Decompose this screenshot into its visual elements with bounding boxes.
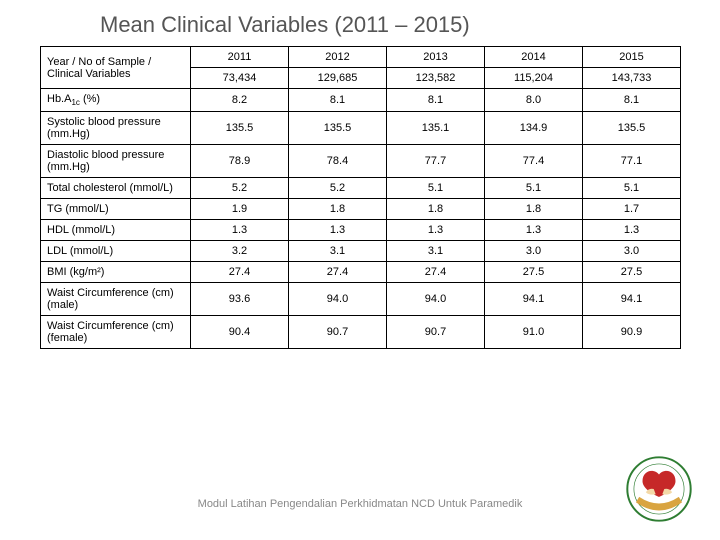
cell-value: 1.9 — [191, 199, 289, 220]
row-label: Waist Circumference (cm) (male) — [41, 283, 191, 316]
cell-value: 77.7 — [387, 145, 485, 178]
cell-value: 27.4 — [191, 262, 289, 283]
cell-value: 3.0 — [485, 241, 583, 262]
cell-value: 135.5 — [583, 112, 681, 145]
cell-value: 1.8 — [485, 199, 583, 220]
cell-value: 134.9 — [485, 112, 583, 145]
cell-value: 5.2 — [289, 178, 387, 199]
row-label: HDL (mmol/L) — [41, 220, 191, 241]
cell-value: 135.1 — [387, 112, 485, 145]
cell-value: 135.5 — [289, 112, 387, 145]
header-label: Year / No of Sample / Clinical Variables — [41, 47, 191, 89]
row-label: Waist Circumference (cm) (female) — [41, 316, 191, 349]
footer-text: Modul Latihan Pengendalian Perkhidmatan … — [0, 498, 720, 510]
cell-value: 78.4 — [289, 145, 387, 178]
cell-value: 27.5 — [485, 262, 583, 283]
cell-value: 77.4 — [485, 145, 583, 178]
clinical-table: Year / No of Sample / Clinical Variables… — [40, 46, 680, 349]
cell-value: 1.3 — [387, 220, 485, 241]
cell-value: 8.2 — [191, 89, 289, 112]
cell-value: 27.4 — [387, 262, 485, 283]
cell-value: 90.7 — [387, 316, 485, 349]
cell-value: 94.0 — [289, 283, 387, 316]
cell-value: 1.8 — [289, 199, 387, 220]
cell-value: 135.5 — [191, 112, 289, 145]
sample-n: 143,733 — [583, 68, 681, 89]
cell-value: 1.3 — [191, 220, 289, 241]
cell-value: 3.1 — [387, 241, 485, 262]
row-label: TG (mmol/L) — [41, 199, 191, 220]
cell-value: 1.8 — [387, 199, 485, 220]
cell-value: 1.7 — [583, 199, 681, 220]
cell-value: 94.1 — [583, 283, 681, 316]
page-title: Mean Clinical Variables (2011 – 2015) — [0, 0, 720, 46]
sample-n: 115,204 — [485, 68, 583, 89]
sample-n: 73,434 — [191, 68, 289, 89]
col-year: 2013 — [387, 47, 485, 68]
cell-value: 93.6 — [191, 283, 289, 316]
cell-value: 8.0 — [485, 89, 583, 112]
cell-value: 5.1 — [485, 178, 583, 199]
cell-value: 1.3 — [485, 220, 583, 241]
cell-value: 5.2 — [191, 178, 289, 199]
cell-value: 90.4 — [191, 316, 289, 349]
row-label: Diastolic blood pressure (mm.Hg) — [41, 145, 191, 178]
row-label: BMI (kg/m²) — [41, 262, 191, 283]
cell-value: 5.1 — [387, 178, 485, 199]
row-label: Total cholesterol (mmol/L) — [41, 178, 191, 199]
cell-value: 27.4 — [289, 262, 387, 283]
cell-value: 91.0 — [485, 316, 583, 349]
cell-value: 1.3 — [289, 220, 387, 241]
col-year: 2014 — [485, 47, 583, 68]
cell-value: 1.3 — [583, 220, 681, 241]
col-year: 2012 — [289, 47, 387, 68]
cell-value: 8.1 — [289, 89, 387, 112]
cell-value: 8.1 — [583, 89, 681, 112]
cell-value: 5.1 — [583, 178, 681, 199]
row-label: Hb.A1c (%) — [41, 89, 191, 112]
cell-value: 27.5 — [583, 262, 681, 283]
sample-n: 129,685 — [289, 68, 387, 89]
cell-value: 3.0 — [583, 241, 681, 262]
row-label: LDL (mmol/L) — [41, 241, 191, 262]
cell-value: 94.1 — [485, 283, 583, 316]
sample-n: 123,582 — [387, 68, 485, 89]
col-year: 2011 — [191, 47, 289, 68]
cell-value: 3.2 — [191, 241, 289, 262]
ministry-logo-icon — [626, 456, 692, 522]
cell-value: 90.7 — [289, 316, 387, 349]
cell-value: 8.1 — [387, 89, 485, 112]
row-label: Systolic blood pressure (mm.Hg) — [41, 112, 191, 145]
cell-value: 77.1 — [583, 145, 681, 178]
cell-value: 94.0 — [387, 283, 485, 316]
col-year: 2015 — [583, 47, 681, 68]
cell-value: 78.9 — [191, 145, 289, 178]
cell-value: 90.9 — [583, 316, 681, 349]
cell-value: 3.1 — [289, 241, 387, 262]
